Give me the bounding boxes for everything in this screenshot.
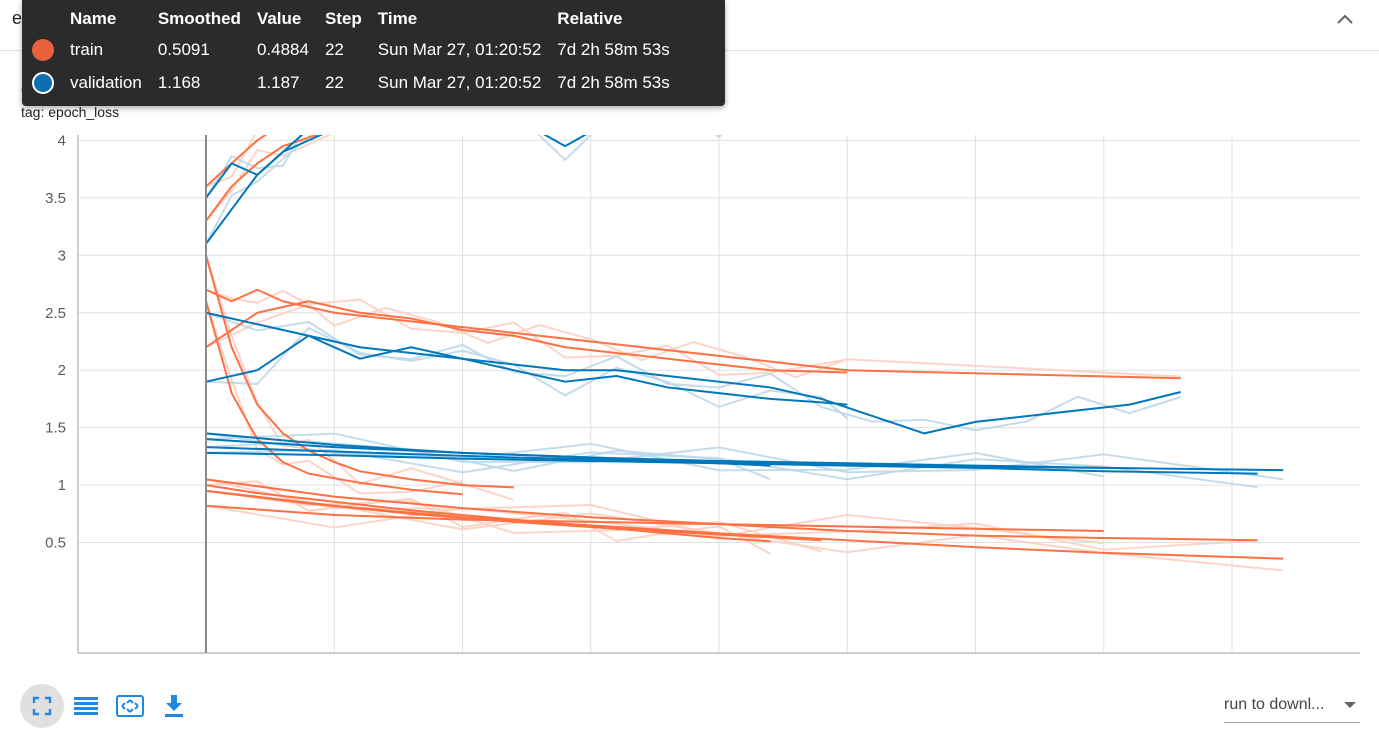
- chart-series-raw: [205, 135, 1284, 572]
- validation-series-line: [205, 135, 588, 199]
- tooltip-relative: 7d 2h 58m 53s: [557, 40, 670, 59]
- tooltip-row-validation: validation 1.168 1.187 22 Sun Mar 27, 01…: [32, 67, 686, 100]
- y-tick-label: 1: [58, 477, 66, 494]
- validation-raw-line: [205, 432, 1104, 478]
- tooltip-header-time: Time: [377, 9, 418, 28]
- tooltip-smoothed: 1.168: [157, 73, 201, 92]
- chevron-up-icon[interactable]: [1333, 8, 1357, 32]
- tooltip-table: Name Smoothed Value Step Time Relative t…: [32, 6, 686, 100]
- y-tick-label: 2: [58, 362, 66, 379]
- validation-raw-line: [205, 135, 723, 199]
- tooltip-value: 1.187: [256, 73, 300, 92]
- train-raw-line: [205, 135, 332, 222]
- chart-tooltip: Name Smoothed Value Step Time Relative t…: [22, 0, 725, 106]
- y-tick-label: 1.5: [45, 420, 66, 437]
- train-series-line: [205, 255, 514, 489]
- tooltip-header-relative: Relative: [557, 9, 623, 28]
- train-series-line: [205, 300, 848, 374]
- train-series-line: [205, 504, 1104, 533]
- validation-series-line: [205, 451, 1258, 475]
- tooltip-header-value: Value: [256, 9, 302, 28]
- tooltip-header-name: Name: [70, 9, 117, 28]
- validation-series-line: [205, 334, 848, 406]
- train-series-line: [205, 300, 463, 496]
- train-color-swatch: [32, 39, 54, 61]
- train-series-line: [205, 135, 320, 222]
- train-raw-line: [205, 489, 822, 553]
- train-raw-line: [205, 288, 1181, 379]
- tooltip-header-smoothed: Smoothed: [157, 9, 241, 28]
- y-tick-label: 3.5: [45, 190, 66, 207]
- caret-down-icon: [1344, 702, 1356, 708]
- tooltip-name: validation: [70, 73, 142, 92]
- train-raw-line: [205, 300, 463, 495]
- tooltip-relative: 7d 2h 58m 53s: [557, 73, 670, 92]
- fit-domain-icon[interactable]: [20, 684, 64, 728]
- train-raw-line: [205, 135, 257, 188]
- tooltip-header-row: Name Smoothed Value Step Time Relative: [32, 6, 686, 34]
- tooltip-header-step: Step: [324, 9, 362, 28]
- train-series-line: [205, 135, 268, 188]
- expand-icon[interactable]: [108, 684, 152, 728]
- tooltip-header-swatch: [32, 6, 70, 34]
- validation-series-line: [205, 432, 1104, 469]
- validation-series-line: [205, 311, 1181, 435]
- train-series-line: [205, 489, 822, 542]
- chart-tag: tag: epoch_loss: [21, 104, 120, 120]
- y-tick-label: 3: [58, 247, 66, 264]
- run-download-select[interactable]: run to downl...: [1224, 690, 1360, 723]
- validation-raw-line: [205, 448, 1258, 489]
- tooltip-row-train: train 0.5091 0.4884 22 Sun Mar 27, 01:20…: [32, 34, 686, 67]
- run-select-label: run to downl...: [1224, 696, 1325, 713]
- validation-raw-line: [205, 326, 848, 420]
- tooltip-step: 22: [324, 40, 344, 59]
- chart-series-smoothed: [205, 135, 1284, 560]
- tooltip-time: Sun Mar 27, 01:20:52: [377, 40, 542, 59]
- y-tick-label: 2.5: [45, 305, 66, 322]
- validation-series-line: [205, 135, 324, 245]
- validation-raw-line: [205, 432, 1284, 481]
- y-tick-label: 0.5: [45, 535, 66, 552]
- tooltip-name: train: [70, 40, 104, 59]
- validation-color-swatch: [32, 72, 54, 94]
- tooltip-step: 22: [324, 73, 344, 92]
- validation-raw-line: [205, 311, 1181, 432]
- tooltip-value: 0.4884: [256, 40, 309, 59]
- download-icon[interactable]: [152, 684, 196, 728]
- validation-raw-line: [205, 135, 313, 245]
- tooltip-time: Sun Mar 27, 01:20:52: [377, 73, 542, 92]
- chart-axes: 05101520253035400.511.522.533.54: [45, 132, 1360, 654]
- loss-chart[interactable]: 05101520253035400.511.522.533.54: [0, 120, 1379, 665]
- train-series-line: [205, 484, 771, 543]
- tooltip-smoothed: 0.5091: [157, 40, 210, 59]
- data-table-icon[interactable]: [64, 684, 108, 728]
- y-tick-label: 4: [58, 132, 66, 149]
- train-series-line: [205, 288, 1181, 380]
- train-raw-line: [205, 298, 848, 376]
